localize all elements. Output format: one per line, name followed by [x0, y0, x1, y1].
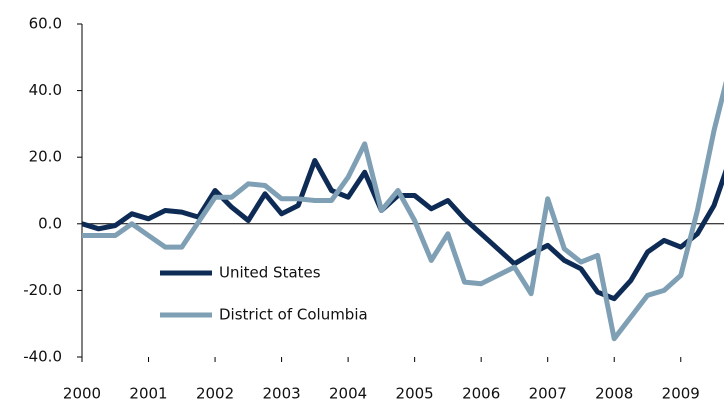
x-tick-label: 2004 [329, 385, 367, 403]
y-tick-label: -40.0 [23, 348, 62, 366]
y-tick-label: 60.0 [29, 15, 62, 33]
y-tick-label: 20.0 [29, 148, 62, 166]
x-tick-label: 2000 [63, 385, 101, 403]
y-tick-label: -20.0 [23, 281, 62, 299]
x-tick-label: 2003 [262, 385, 300, 403]
plot-area [82, 80, 724, 342]
y-tick-label: 0.0 [38, 214, 62, 232]
series-line [82, 80, 724, 342]
series-line [82, 158, 724, 302]
y-tick-label: 40.0 [29, 81, 62, 99]
x-tick-label: 2005 [396, 385, 434, 403]
x-tick-label: 2002 [196, 385, 234, 403]
x-tick-label: 2007 [529, 385, 567, 403]
x-tick-label: 2008 [595, 385, 633, 403]
x-tick-label: 2009 [662, 385, 700, 403]
legend-label: United States [219, 264, 321, 282]
x-tick-label: 2001 [129, 385, 167, 403]
x-tick-label: 2006 [462, 385, 500, 403]
legend-label: District of Columbia [219, 306, 368, 324]
